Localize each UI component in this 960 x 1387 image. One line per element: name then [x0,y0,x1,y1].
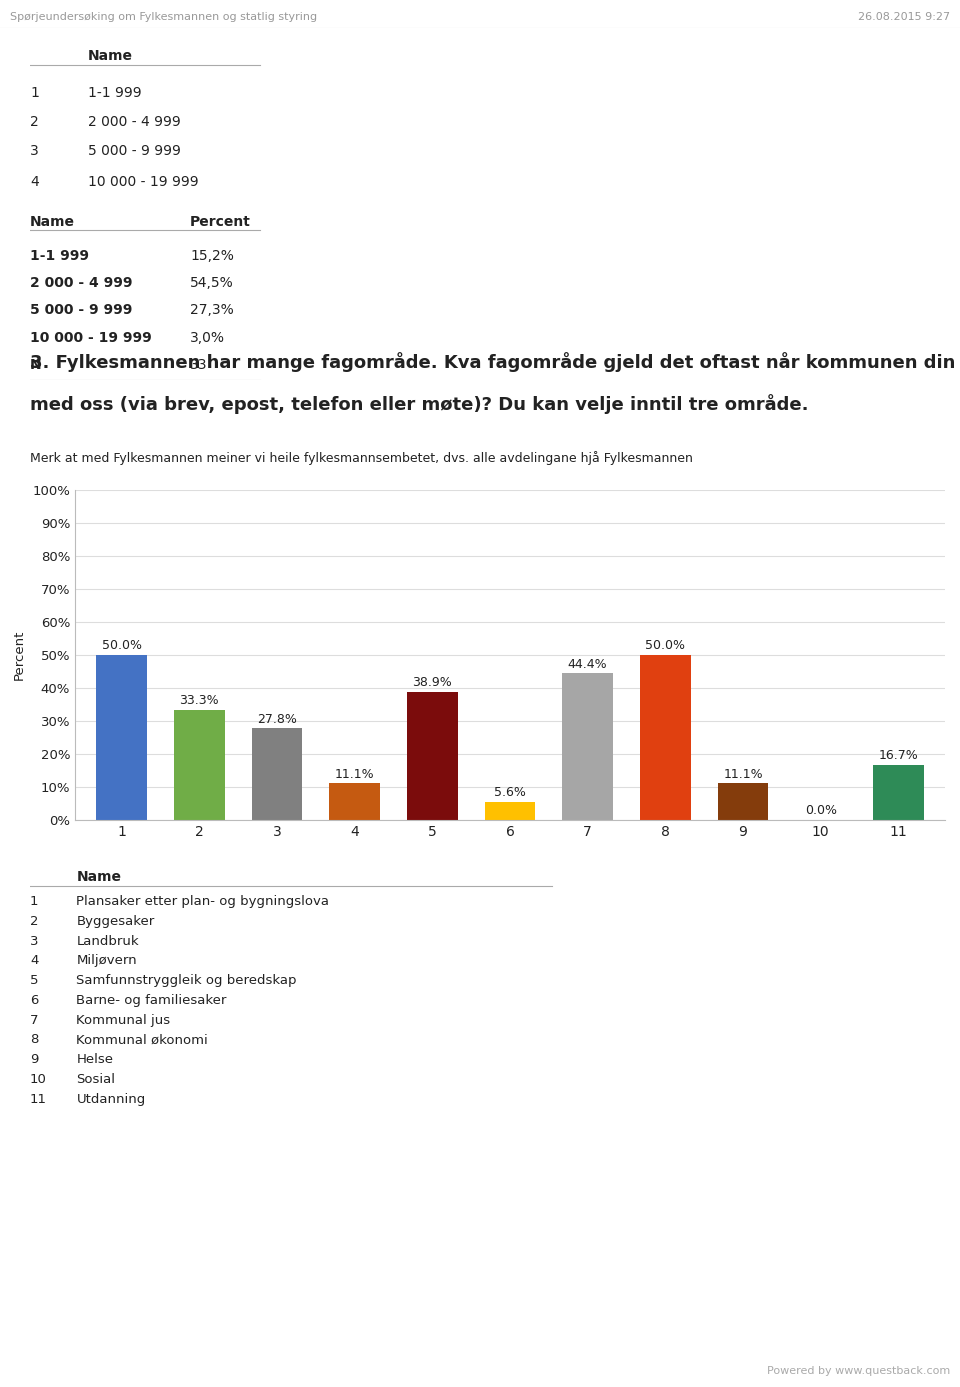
Text: 8: 8 [30,1033,38,1046]
Bar [874,764,924,820]
Text: 50.0%: 50.0% [645,639,685,652]
Text: Spørjeundersøking om Fylkesmannen og statlig styring: Spørjeundersøking om Fylkesmannen og sta… [10,12,317,22]
Text: 44.4%: 44.4% [568,657,608,671]
Text: 2 000 - 4 999: 2 000 - 4 999 [87,115,180,129]
Text: 3,0%: 3,0% [190,330,225,345]
Text: 11: 11 [30,1093,47,1105]
Bar [718,784,768,820]
Text: 9: 9 [30,1053,38,1067]
Y-axis label: Percent: Percent [12,630,25,680]
Text: 3: 3 [30,144,38,158]
Text: 2: 2 [30,115,38,129]
Text: 27,3%: 27,3% [190,304,233,318]
Text: 6: 6 [30,994,38,1007]
Text: 27.8%: 27.8% [257,713,297,725]
Text: 16.7%: 16.7% [878,749,919,763]
Bar [407,692,458,820]
Text: Samfunnstryggleik og beredskap: Samfunnstryggleik og beredskap [77,974,297,988]
Text: 4: 4 [30,176,38,190]
Text: 10 000 - 19 999: 10 000 - 19 999 [87,176,198,190]
Text: 11.1%: 11.1% [723,768,763,781]
Text: Name: Name [87,50,132,64]
Bar [174,710,225,820]
Bar [640,655,690,820]
Text: 50.0%: 50.0% [102,639,142,652]
Bar [485,802,536,820]
Text: 33.3%: 33.3% [180,695,219,707]
Text: 3. Fylkesmannen har mange fagområde. Kva fagområde gjeld det oftast når kommunen: 3. Fylkesmannen har mange fagområde. Kva… [30,351,960,372]
Bar [96,655,147,820]
Text: 10 000 - 19 999: 10 000 - 19 999 [30,330,152,345]
Text: 7: 7 [30,1014,38,1026]
Text: 2: 2 [30,915,38,928]
Bar [329,784,380,820]
Text: 38.9%: 38.9% [413,675,452,689]
Text: Sosial: Sosial [77,1074,115,1086]
Text: Miljøvern: Miljøvern [77,954,137,967]
Text: 5.6%: 5.6% [494,786,526,799]
Text: N: N [30,358,41,372]
Text: Helse: Helse [77,1053,113,1067]
Text: 5: 5 [30,974,38,988]
Text: 1: 1 [30,86,38,100]
Text: 26.08.2015 9:27: 26.08.2015 9:27 [858,12,950,22]
Text: Kommunal økonomi: Kommunal økonomi [77,1033,208,1046]
Text: 2 000 - 4 999: 2 000 - 4 999 [30,276,132,290]
Text: 15,2%: 15,2% [190,250,234,264]
Bar [252,728,302,820]
Text: 1-1 999: 1-1 999 [30,250,89,264]
Text: Name: Name [30,215,75,229]
Text: 5 000 - 9 999: 5 000 - 9 999 [30,304,132,318]
Text: Byggesaker: Byggesaker [77,915,155,928]
Text: 10: 10 [30,1074,47,1086]
Text: Percent: Percent [190,215,251,229]
Text: 54,5%: 54,5% [190,276,233,290]
Text: 3: 3 [30,935,38,947]
Text: 5 000 - 9 999: 5 000 - 9 999 [87,144,180,158]
Text: 11.1%: 11.1% [335,768,374,781]
Text: Barne- og familiesaker: Barne- og familiesaker [77,994,227,1007]
Text: Landbruk: Landbruk [77,935,139,947]
Text: 1: 1 [30,895,38,908]
Text: med oss (via brev, epost, telefon eller møte)? Du kan velje inntil tre område.: med oss (via brev, epost, telefon eller … [30,394,808,413]
Text: 0.0%: 0.0% [804,804,837,817]
Text: 1-1 999: 1-1 999 [87,86,141,100]
Text: Kommunal jus: Kommunal jus [77,1014,171,1026]
Bar [563,674,612,820]
Text: Utdanning: Utdanning [77,1093,146,1105]
Text: Merk at med Fylkesmannen meiner vi heile fylkesmannsembetet, dvs. alle avdelinga: Merk at med Fylkesmannen meiner vi heile… [30,451,693,465]
Text: Powered by www.questback.com: Powered by www.questback.com [767,1366,950,1376]
Text: 33: 33 [190,358,207,372]
Text: Plansaker etter plan- og bygningslova: Plansaker etter plan- og bygningslova [77,895,329,908]
Text: Name: Name [77,870,121,884]
Text: 4: 4 [30,954,38,967]
